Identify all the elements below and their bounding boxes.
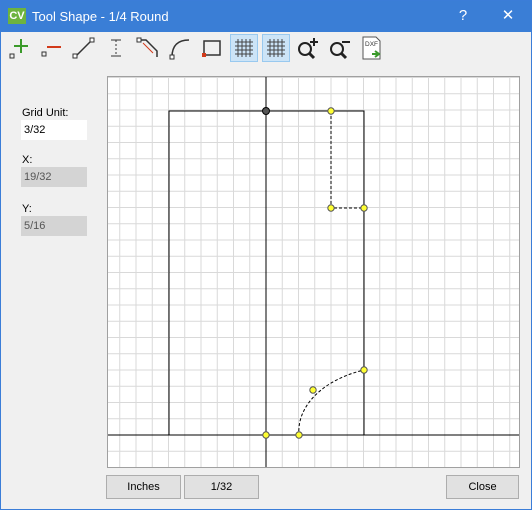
y-label: Y:	[22, 203, 32, 215]
shape-drawing[interactable]	[108, 77, 519, 467]
close-window-button[interactable]: ✕	[501, 7, 515, 24]
arc-icon	[169, 39, 190, 60]
zoom-in-button[interactable]	[295, 35, 321, 61]
profile-point[interactable]	[360, 366, 368, 374]
title-bar[interactable]: CV Tool Shape - 1/4 Round ? ✕	[1, 1, 531, 32]
export-dxf-button[interactable]: DXF	[359, 35, 385, 61]
window-title: Tool Shape - 1/4 Round	[32, 9, 169, 24]
grid	[108, 77, 519, 467]
profile-point[interactable]	[262, 431, 270, 439]
profile-point[interactable]	[327, 204, 335, 212]
delete-point-button[interactable]	[39, 35, 65, 61]
plus-icon	[9, 39, 28, 59]
snap-grid-icon	[267, 39, 285, 57]
dashed-line-tool-button[interactable]	[103, 35, 129, 61]
selected-point[interactable]	[262, 107, 270, 115]
rectangle-tool-button[interactable]	[199, 35, 225, 61]
snap-grid-toggle-button[interactable]	[262, 34, 290, 62]
toolbar: DXF	[1, 32, 531, 66]
line-icon	[72, 37, 95, 59]
close-button[interactable]: Close	[446, 475, 519, 499]
profile-point[interactable]	[327, 107, 335, 115]
x-coordinate-field: 19/32	[21, 167, 87, 187]
grid-toggle-button[interactable]	[230, 34, 258, 62]
rectangle-icon	[202, 40, 221, 57]
zoom-out-icon	[330, 41, 350, 60]
grid-size-button[interactable]: 1/32	[184, 475, 259, 499]
grid-unit-label: Grid Unit:	[22, 107, 69, 119]
zoom-in-icon	[298, 38, 318, 60]
help-button[interactable]: ?	[458, 7, 468, 24]
grid-icon	[235, 39, 253, 57]
arc-tool-button[interactable]	[167, 35, 193, 61]
minus-icon	[41, 46, 61, 57]
arc-convert-icon	[136, 37, 158, 57]
add-point-button[interactable]	[7, 35, 33, 61]
profile-point[interactable]	[295, 431, 303, 439]
zoom-out-button[interactable]	[327, 35, 353, 61]
dashed-line-icon	[111, 39, 121, 57]
dxf-export-icon: DXF	[362, 36, 381, 60]
line-tool-button[interactable]	[71, 35, 97, 61]
dxf-label: DXF	[365, 41, 378, 48]
profile-point[interactable]	[360, 204, 368, 212]
shape-canvas[interactable]	[107, 76, 520, 468]
arc-convert-tool-button[interactable]	[135, 35, 161, 61]
units-button[interactable]: Inches	[106, 475, 181, 499]
grid-unit-input[interactable]: 3/32	[21, 120, 87, 140]
x-label: X:	[22, 154, 33, 166]
app-logo-icon: CV	[8, 8, 26, 24]
y-coordinate-field: 5/16	[21, 216, 87, 236]
arc-control-point[interactable]	[309, 386, 317, 394]
